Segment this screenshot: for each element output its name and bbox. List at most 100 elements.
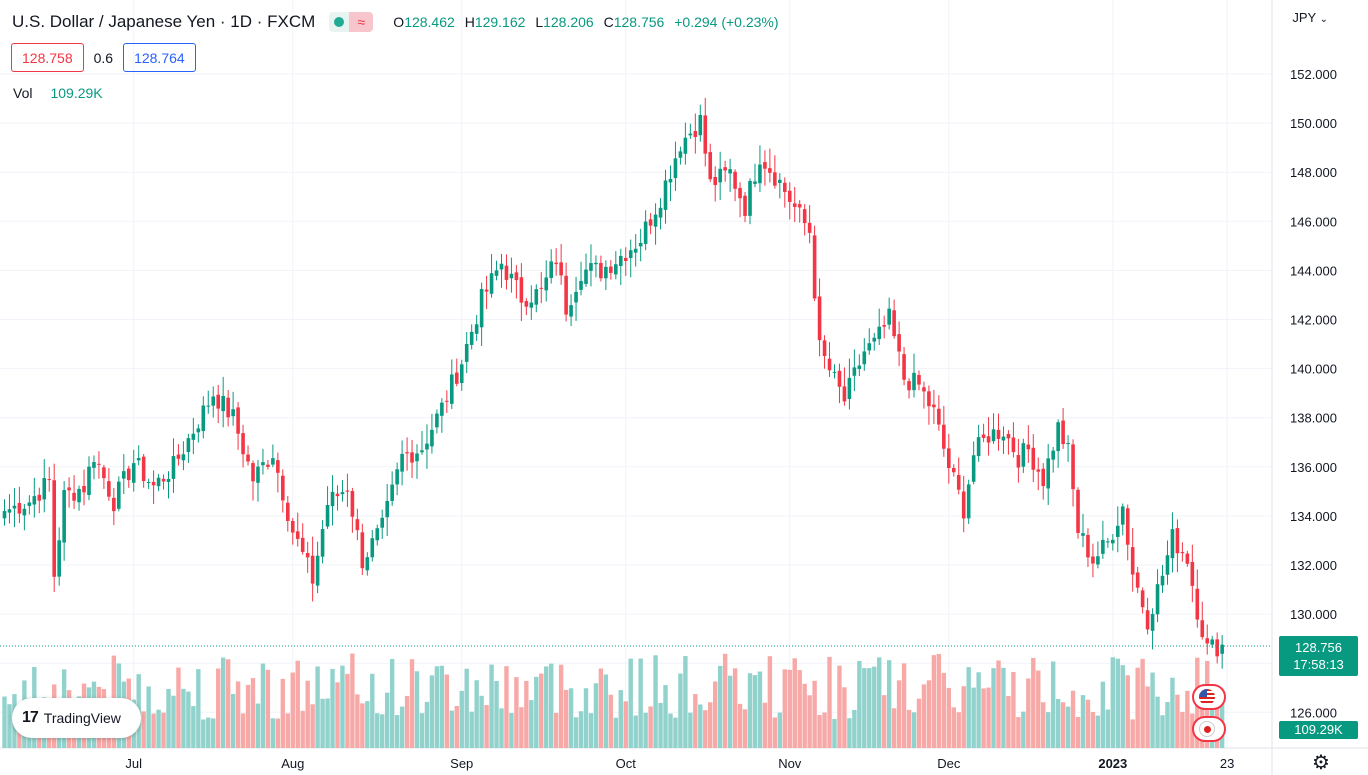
candle-body [161, 478, 166, 482]
candle-body [271, 458, 275, 465]
candle-body [1195, 588, 1200, 620]
candle-body [867, 343, 872, 351]
volume-bar [1090, 712, 1096, 748]
buy-button[interactable]: 128.764 [123, 43, 196, 72]
volume-bar [1125, 675, 1130, 748]
volume-bar [1165, 702, 1170, 748]
candle-body [1145, 610, 1150, 630]
candle-body [1036, 469, 1041, 472]
candle-body [256, 466, 260, 483]
candle-body [221, 396, 225, 412]
candle-body [97, 463, 101, 465]
candle-body [773, 172, 777, 186]
candle-body [72, 492, 76, 501]
volume-bar [966, 667, 971, 748]
time-tick-label: Nov [778, 756, 802, 771]
volume-bar [703, 710, 708, 748]
candle-body [121, 471, 126, 479]
candle-body [922, 387, 926, 392]
candle-body [166, 478, 171, 482]
candle-body [678, 151, 683, 158]
volume-bar [220, 657, 226, 748]
volume-bar [161, 712, 166, 748]
volume-bar [881, 695, 887, 748]
candle-body [763, 162, 767, 169]
volume-bar [544, 666, 549, 748]
volume-bar [419, 713, 425, 748]
candle-body [748, 180, 752, 216]
candle-body [499, 263, 504, 270]
volume-bar [141, 711, 146, 748]
symbol-title[interactable]: U.S. Dollar / Japanese Yen · 1D · FXCM [12, 12, 316, 31]
volume-bar [325, 698, 330, 748]
price-tick-label: 150.000 [1290, 116, 1337, 131]
volume-bar [847, 718, 852, 748]
volume-bar [310, 704, 315, 748]
volume-bar [335, 682, 340, 748]
volume-bar [449, 710, 454, 748]
volume-bar [891, 708, 897, 748]
volume-bar [643, 712, 648, 748]
volume-bar [1180, 711, 1185, 748]
price-tick-label: 152.000 [1290, 67, 1337, 82]
volume-bar [444, 674, 450, 748]
volume-bar [1036, 670, 1041, 748]
last-price-tag: 128.756 17:58:13 [1279, 636, 1358, 676]
candle-body [1170, 529, 1175, 559]
currency-selector[interactable]: JPY ⌄ [1292, 10, 1328, 25]
price-axis[interactable]: 126.000128.000130.000132.000134.000136.0… [1290, 67, 1337, 720]
volume-bar [166, 688, 171, 748]
candle-body [574, 291, 578, 303]
candle-body [544, 277, 549, 291]
volume-bar [534, 676, 539, 748]
sell-button[interactable]: 128.758 [11, 43, 84, 72]
candle-body [524, 301, 529, 307]
volume-label[interactable]: Vol [13, 85, 33, 101]
time-axis[interactable]: Jul Aug Sep Oct Nov Dec 2023 23 [125, 756, 1234, 771]
us-event-icon[interactable] [1192, 684, 1226, 710]
gear-icon[interactable]: ⚙ [1312, 752, 1330, 774]
candle-body [107, 481, 111, 497]
candle-body [917, 374, 921, 385]
volume-bar [653, 655, 658, 748]
japan-event-icon[interactable] [1192, 716, 1226, 742]
price-tick-label: 136.000 [1290, 460, 1337, 475]
volume-bar [911, 712, 917, 748]
time-tick-label: Jul [125, 756, 142, 771]
candle-body [112, 497, 116, 512]
time-tick-label: Dec [937, 756, 961, 771]
tradingview-logo[interactable]: 17 TradingView [12, 698, 141, 738]
data-problem-icon[interactable]: ≈ [349, 12, 374, 32]
candle-body [643, 221, 648, 244]
candle-body [1026, 444, 1031, 450]
candle-body [1006, 434, 1011, 439]
volume-bar [240, 713, 246, 748]
volume-bar [315, 666, 320, 748]
volume-bar [668, 713, 673, 748]
candle-body [549, 261, 553, 278]
candle-body [1031, 447, 1036, 470]
candle-body [842, 386, 847, 402]
volume-bar [1055, 698, 1061, 748]
volume-bar [1065, 706, 1071, 748]
candle-body [1165, 555, 1170, 575]
candle-body [305, 553, 310, 558]
volume-bar [752, 675, 758, 748]
candle-body [862, 351, 867, 365]
candle-body [395, 469, 399, 485]
candle-body [817, 296, 822, 341]
candle-body [1200, 620, 1205, 638]
volume-bar [380, 714, 385, 748]
volume-bar [573, 717, 579, 748]
candle-body [181, 454, 186, 461]
candle-body [281, 475, 285, 501]
volume-bar [404, 695, 410, 748]
volume-bar [389, 658, 395, 748]
volume-bar [613, 717, 619, 748]
candle-body [335, 493, 340, 497]
market-status[interactable]: ≈ [329, 12, 374, 32]
volume-bar [365, 701, 370, 748]
candle-body [1046, 458, 1050, 489]
candle-body [937, 408, 941, 425]
